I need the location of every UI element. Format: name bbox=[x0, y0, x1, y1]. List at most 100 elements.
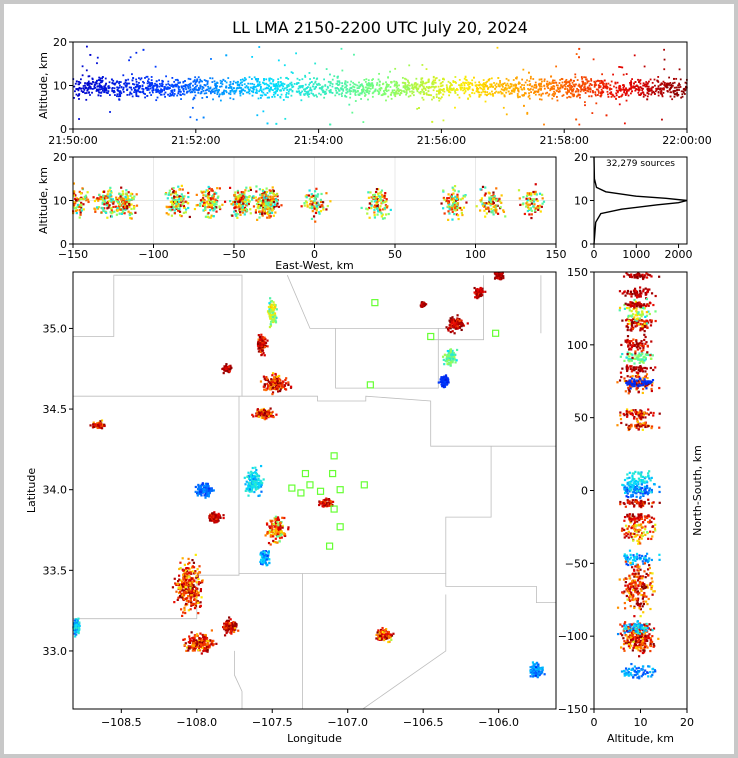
source-point bbox=[498, 200, 502, 203]
source-point bbox=[274, 85, 276, 88]
source-point bbox=[129, 91, 132, 94]
source-point bbox=[225, 90, 227, 92]
source-point bbox=[455, 213, 458, 216]
source-point bbox=[272, 530, 275, 533]
source-point bbox=[242, 191, 245, 194]
source-point bbox=[422, 98, 425, 101]
source-point bbox=[74, 206, 78, 210]
source-point bbox=[645, 83, 647, 86]
source-point bbox=[308, 93, 311, 96]
source-point bbox=[194, 602, 197, 606]
county-border bbox=[362, 594, 447, 710]
source-point bbox=[234, 628, 237, 631]
source-point bbox=[82, 198, 85, 201]
source-point bbox=[464, 81, 467, 84]
source-point bbox=[213, 205, 217, 208]
source-point bbox=[256, 114, 259, 117]
source-point bbox=[190, 603, 193, 606]
source-point bbox=[191, 106, 194, 109]
source-point bbox=[178, 188, 181, 191]
source-point bbox=[228, 84, 231, 86]
source-point bbox=[82, 85, 85, 87]
source-point bbox=[188, 579, 191, 582]
source-point bbox=[539, 83, 542, 86]
source-point bbox=[266, 206, 270, 209]
source-point bbox=[372, 84, 374, 87]
source-point bbox=[188, 581, 191, 584]
source-point bbox=[243, 83, 246, 86]
source-point bbox=[75, 212, 78, 215]
source-point bbox=[368, 84, 370, 87]
source-point bbox=[655, 89, 658, 91]
source-point bbox=[229, 90, 232, 92]
source-point bbox=[278, 377, 281, 380]
source-point bbox=[277, 390, 280, 393]
source-point bbox=[236, 213, 239, 216]
source-point bbox=[151, 91, 154, 94]
source-point bbox=[261, 214, 264, 217]
source-point bbox=[297, 87, 300, 90]
source-point bbox=[273, 380, 277, 383]
source-point bbox=[663, 84, 666, 87]
source-point bbox=[208, 90, 210, 92]
source-point bbox=[264, 553, 267, 556]
source-point bbox=[431, 120, 434, 123]
source-point bbox=[229, 86, 231, 89]
source-point bbox=[346, 90, 349, 93]
source-point bbox=[85, 98, 88, 101]
source-point bbox=[540, 205, 543, 208]
source-point bbox=[473, 76, 475, 79]
source-point bbox=[619, 66, 622, 68]
source-point bbox=[469, 82, 472, 84]
source-point bbox=[222, 516, 225, 520]
source-point bbox=[109, 111, 111, 113]
county-border bbox=[73, 274, 243, 397]
source-point bbox=[459, 198, 463, 201]
source-point bbox=[589, 88, 592, 91]
source-point bbox=[93, 85, 96, 88]
source-point bbox=[676, 94, 679, 97]
source-point bbox=[471, 79, 474, 82]
source-point bbox=[219, 516, 222, 519]
source-point bbox=[525, 202, 528, 205]
source-point bbox=[623, 85, 626, 88]
source-point bbox=[112, 79, 115, 82]
source-point bbox=[539, 85, 541, 88]
source-point bbox=[146, 82, 149, 85]
source-point bbox=[646, 95, 649, 98]
source-point bbox=[480, 91, 483, 94]
source-point bbox=[240, 91, 243, 93]
source-point bbox=[129, 216, 132, 220]
source-point bbox=[208, 216, 211, 219]
source-point bbox=[189, 590, 192, 593]
source-point bbox=[75, 80, 78, 83]
source-point bbox=[95, 90, 98, 92]
source-point bbox=[72, 192, 76, 196]
source-point bbox=[394, 93, 397, 96]
source-point bbox=[571, 89, 573, 91]
source-point bbox=[173, 90, 176, 92]
source-point bbox=[88, 91, 90, 94]
source-point bbox=[233, 630, 236, 634]
source-point bbox=[273, 383, 276, 387]
source-point bbox=[166, 88, 169, 90]
source-point bbox=[622, 86, 625, 89]
y-tick-label: 0 bbox=[581, 238, 588, 251]
source-point bbox=[91, 91, 93, 94]
source-point bbox=[561, 95, 564, 97]
source-point bbox=[611, 93, 614, 96]
source-point bbox=[76, 203, 79, 206]
source-point bbox=[276, 382, 279, 385]
source-point bbox=[395, 82, 398, 85]
source-point bbox=[340, 93, 343, 96]
source-point bbox=[603, 82, 605, 85]
source-point bbox=[538, 93, 541, 96]
source-point bbox=[198, 571, 201, 574]
source-point bbox=[555, 89, 558, 92]
source-point bbox=[598, 86, 600, 89]
source-point bbox=[144, 96, 146, 99]
source-point bbox=[233, 199, 236, 203]
source-point bbox=[152, 84, 155, 87]
source-point bbox=[242, 202, 245, 205]
source-point bbox=[92, 196, 95, 199]
